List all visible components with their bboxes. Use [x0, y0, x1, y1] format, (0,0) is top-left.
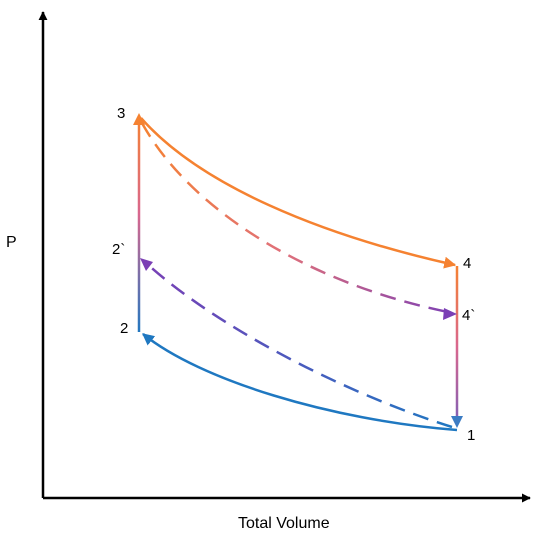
point-label-2: 2 [120, 320, 128, 337]
point-label-2-prime: 2` [112, 241, 125, 258]
process-1-2-curve [142, 333, 458, 432]
process-3-4-curve [140, 117, 457, 269]
arrowhead-3 [133, 113, 145, 125]
arrowhead-1 [451, 416, 463, 428]
process-1-2prime-dashed [145, 262, 453, 429]
arrowhead-2prime [140, 258, 153, 271]
y-axis-label: P [6, 234, 17, 251]
point-label-3: 3 [117, 105, 125, 122]
x-axis-label: Total Volume [238, 515, 330, 532]
point-label-4-prime: 4` [462, 307, 475, 324]
arrowhead-4prime [443, 308, 457, 320]
point-label-4: 4 [463, 255, 471, 272]
point-label-1: 1 [467, 427, 475, 444]
